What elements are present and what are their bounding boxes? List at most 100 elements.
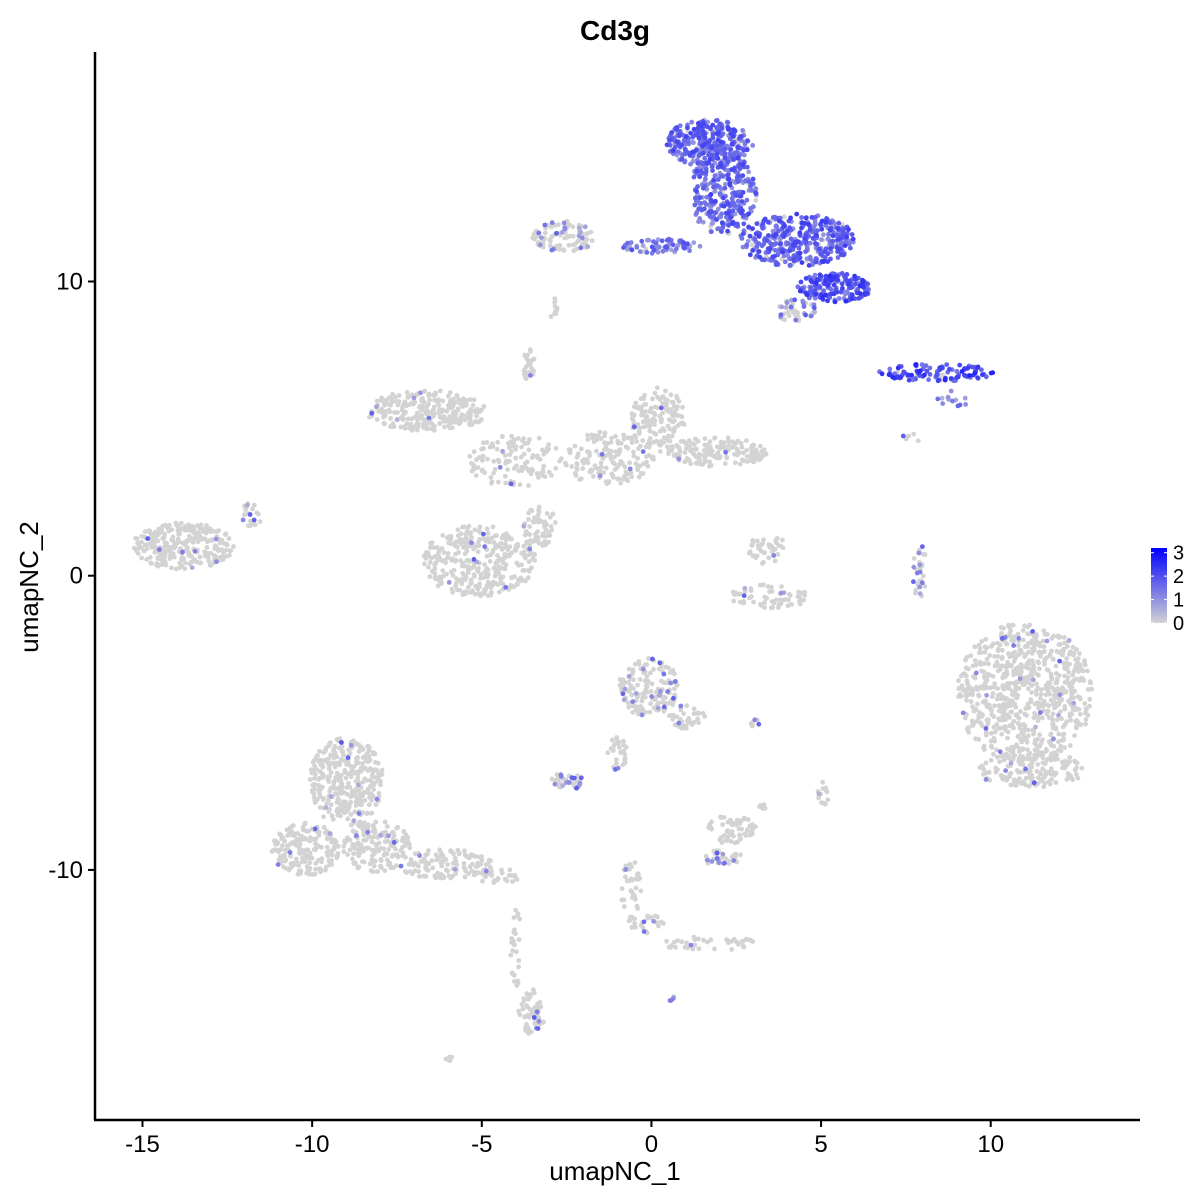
cell-point xyxy=(746,550,752,556)
cell-point xyxy=(1050,701,1056,707)
cell-point xyxy=(789,602,794,607)
cell-point xyxy=(739,444,745,450)
cell-point xyxy=(582,224,588,230)
cell-point xyxy=(1004,701,1010,707)
cell-point xyxy=(532,557,538,563)
scatter-points xyxy=(131,117,1094,1063)
cell-point xyxy=(522,532,528,538)
cell-point xyxy=(506,873,512,878)
cell-point xyxy=(487,444,493,450)
cell-point xyxy=(1057,634,1063,640)
cell-point xyxy=(691,174,697,180)
cell-point xyxy=(664,938,669,944)
cell-point xyxy=(1019,650,1024,655)
cell-point xyxy=(187,561,193,567)
cell-point xyxy=(993,765,999,771)
cell-point xyxy=(1082,701,1088,706)
cell-point xyxy=(439,863,445,869)
cell-point xyxy=(572,443,578,449)
cell-point xyxy=(188,527,193,533)
cell-point xyxy=(495,553,500,558)
cell-point xyxy=(1020,757,1026,762)
cell-point xyxy=(414,410,420,416)
cell-point xyxy=(362,776,368,782)
cell-point xyxy=(979,713,985,719)
cell-point xyxy=(510,574,515,580)
cell-point xyxy=(147,555,153,560)
cell-point xyxy=(978,685,983,691)
cell-point xyxy=(473,583,479,589)
cell-point xyxy=(1024,704,1030,710)
cell-point xyxy=(425,851,430,857)
cell-point xyxy=(408,421,414,427)
cell-point xyxy=(557,246,562,252)
cell-point xyxy=(524,1003,529,1008)
cell-point xyxy=(1074,772,1079,777)
cell-point xyxy=(329,850,335,856)
cell-point xyxy=(190,539,196,545)
cell-point xyxy=(458,418,464,424)
cell-point xyxy=(470,403,476,408)
cell-point xyxy=(440,533,446,538)
cell-point xyxy=(917,562,923,568)
cell-point xyxy=(240,517,246,523)
cell-point xyxy=(385,833,391,839)
cell-point xyxy=(522,372,527,378)
cell-point xyxy=(916,550,922,556)
cell-point xyxy=(217,540,223,546)
cell-point xyxy=(600,456,606,461)
cell-point xyxy=(532,1021,538,1026)
cell-point xyxy=(360,761,366,766)
cell-point xyxy=(295,860,300,866)
cell-point xyxy=(747,454,752,459)
cell-point xyxy=(437,847,443,853)
cell-point xyxy=(161,535,167,540)
cell-point xyxy=(1044,757,1050,763)
cell-point xyxy=(770,215,776,220)
cell-point xyxy=(428,426,434,432)
cell-point xyxy=(999,630,1004,636)
cell-point xyxy=(398,848,404,853)
cell-point xyxy=(145,536,151,541)
cell-point xyxy=(580,466,585,471)
cell-point xyxy=(984,717,990,723)
cell-point xyxy=(655,705,661,711)
cell-point xyxy=(348,742,354,748)
cell-point xyxy=(202,536,208,542)
cell-point xyxy=(658,405,664,411)
cell-point xyxy=(207,526,213,532)
cell-point xyxy=(748,205,753,211)
cell-point xyxy=(344,791,350,797)
cell-point xyxy=(1018,666,1024,672)
cell-point xyxy=(641,929,647,934)
cell-point xyxy=(700,711,706,716)
cell-point xyxy=(544,448,550,454)
cell-point xyxy=(542,230,548,236)
cell-point xyxy=(779,584,784,589)
cell-point xyxy=(526,996,531,1002)
cell-point xyxy=(509,433,514,439)
cell-point xyxy=(155,555,161,561)
cell-point xyxy=(531,231,537,237)
cell-point xyxy=(1003,752,1008,757)
cell-point xyxy=(500,448,505,454)
cell-point xyxy=(617,447,623,452)
cell-point xyxy=(596,433,601,439)
cell-point xyxy=(1067,755,1073,760)
cell-point xyxy=(454,576,459,582)
cell-point xyxy=(1017,722,1022,728)
cell-point xyxy=(644,250,650,255)
cell-point xyxy=(621,432,626,438)
cell-point xyxy=(400,835,406,841)
cell-point xyxy=(428,545,433,550)
cell-point xyxy=(508,952,514,958)
cell-point xyxy=(1068,695,1074,701)
cell-point xyxy=(632,661,638,667)
cell-point xyxy=(499,546,505,551)
cell-point xyxy=(192,557,198,562)
cell-point xyxy=(738,440,744,446)
cell-point xyxy=(627,460,632,466)
cell-point xyxy=(271,838,277,844)
cell-point xyxy=(502,473,508,479)
cell-point xyxy=(1062,673,1067,679)
